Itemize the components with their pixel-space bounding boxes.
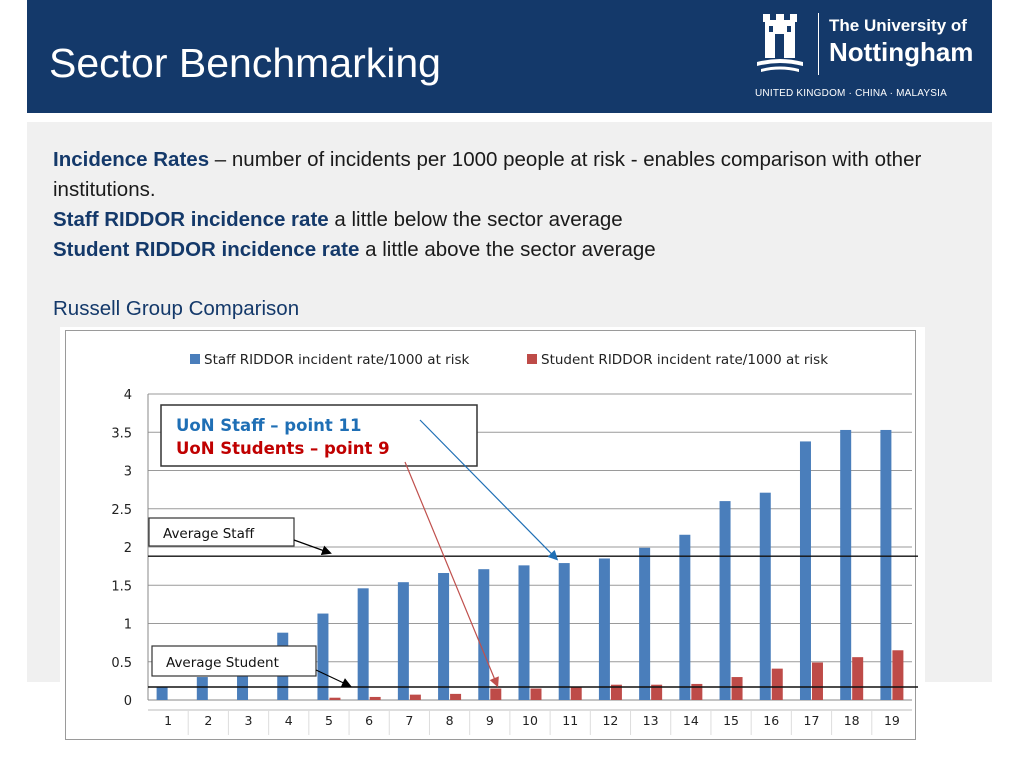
student-rate-term: Student RIDDOR incidence rate	[53, 238, 360, 261]
bar-staff-2	[196, 677, 208, 700]
bar-staff-14	[679, 534, 691, 700]
student-rate-comment: a little above the sector average	[359, 238, 656, 261]
x-tick-label: 2	[204, 713, 212, 728]
legend-staff-swatch	[190, 354, 200, 364]
average-student-label-box	[151, 645, 317, 677]
bar-student-13	[651, 684, 663, 700]
castle-crest-icon	[757, 14, 803, 72]
bar-student-8	[450, 693, 462, 700]
legend-student-swatch	[527, 354, 537, 364]
page-title: Sector Benchmarking	[49, 40, 441, 86]
y-tick-label: 2	[124, 541, 132, 556]
bar-staff-13	[639, 547, 651, 700]
bar-student-14	[691, 683, 703, 700]
average-student-label: Average Student	[166, 655, 279, 671]
x-tick-label: 9	[486, 713, 494, 728]
annotation-staff-text: UoN Staff – point 11	[176, 416, 361, 435]
bar-student-5	[329, 697, 341, 700]
section-subheading: Russell Group Comparison	[53, 297, 300, 320]
logo-tagline: UNITED KINGDOM · CHINA · MALAYSIA	[755, 88, 947, 99]
y-tick-label: 0.5	[111, 656, 132, 671]
bar-student-12	[610, 684, 622, 700]
description-text: Incidence Rates – number of incidents pe…	[53, 145, 953, 265]
x-tick-label: 10	[522, 713, 538, 728]
x-tick-label: 14	[683, 713, 699, 728]
student-rate-line: Student RIDDOR incidence rate a little a…	[53, 235, 953, 265]
x-tick-label: 19	[884, 713, 900, 728]
average-staff-label: Average Staff	[163, 526, 255, 542]
x-tick-label: 12	[602, 713, 618, 728]
annotation-student-arrow	[404, 461, 499, 688]
y-tick-label: 1.5	[111, 579, 132, 594]
header-bar: Sector Benchmarking The University of No…	[27, 0, 992, 113]
bar-staff-19	[880, 429, 892, 700]
bar-student-15	[731, 677, 743, 700]
average-staff-label-box	[148, 517, 295, 547]
bar-staff-1	[156, 686, 168, 700]
bar-student-6	[369, 696, 381, 700]
bar-staff-9	[478, 569, 490, 700]
legend-student-label: Student RIDDOR incident rate/1000 at ris…	[541, 352, 828, 368]
annotation-box	[160, 404, 478, 467]
staff-rate-comment: a little below the sector average	[328, 208, 623, 231]
y-tick-label: 4	[124, 388, 132, 403]
x-tick-label: 4	[285, 713, 293, 728]
staff-rate-term: Staff RIDDOR incidence rate	[53, 208, 329, 231]
bar-staff-7	[397, 582, 409, 700]
x-tick-label: 11	[562, 713, 578, 728]
x-tick-label: 3	[245, 713, 253, 728]
y-tick-label: 3	[124, 465, 132, 480]
bar-student-7	[409, 694, 421, 700]
bar-staff-11	[558, 563, 570, 700]
average-student-pointer	[315, 669, 352, 688]
staff-rate-line: Staff RIDDOR incidence rate a little bel…	[53, 205, 953, 235]
annotation-student-text: UoN Students – point 9	[176, 439, 390, 458]
bar-student-17	[811, 662, 823, 700]
bar-student-9	[490, 688, 502, 700]
y-tick-label: 0	[124, 694, 132, 709]
incidence-rates-line: Incidence Rates – number of incidents pe…	[53, 145, 953, 205]
average-staff-pointer	[293, 539, 332, 555]
x-tick-label: 6	[365, 713, 373, 728]
bar-student-10	[530, 688, 542, 700]
x-tick-label: 15	[723, 713, 739, 728]
bar-staff-6	[357, 588, 369, 700]
chart-frame	[65, 330, 916, 740]
bar-staff-12	[598, 558, 610, 700]
y-tick-label: 2.5	[111, 503, 132, 518]
x-tick-label: 8	[446, 713, 454, 728]
bar-student-16	[771, 668, 783, 700]
x-tick-label: 16	[763, 713, 779, 728]
x-tick-label: 5	[325, 713, 333, 728]
bar-staff-10	[518, 565, 530, 700]
incidence-rates-term: Incidence Rates	[53, 148, 210, 171]
x-tick-label: 17	[804, 713, 820, 728]
university-logo: The University of Nottingham UNITED KING…	[755, 10, 985, 105]
legend-staff-label: Staff RIDDOR incident rate/1000 at risk	[204, 352, 469, 368]
x-tick-label: 13	[643, 713, 659, 728]
annotation-staff-arrow	[419, 419, 559, 561]
incidence-rates-definition: – number of incidents per 1000 people at…	[53, 148, 922, 201]
bar-staff-18	[840, 429, 852, 700]
logo-text-line1: The University of	[829, 16, 967, 35]
bar-staff-15	[719, 501, 731, 700]
y-tick-label: 1	[124, 618, 132, 633]
x-tick-label: 1	[164, 713, 172, 728]
bar-staff-16	[759, 492, 771, 700]
x-tick-label: 18	[844, 713, 860, 728]
bar-staff-17	[799, 441, 811, 700]
bar-student-11	[570, 686, 582, 700]
logo-text-line2: Nottingham	[829, 37, 974, 67]
logo-divider	[818, 13, 819, 75]
bar-staff-5	[317, 613, 329, 700]
bar-staff-8	[438, 573, 450, 700]
bar-student-18	[852, 657, 864, 700]
bar-student-19	[892, 650, 904, 700]
x-tick-label: 7	[405, 713, 413, 728]
y-tick-label: 3.5	[111, 426, 132, 441]
